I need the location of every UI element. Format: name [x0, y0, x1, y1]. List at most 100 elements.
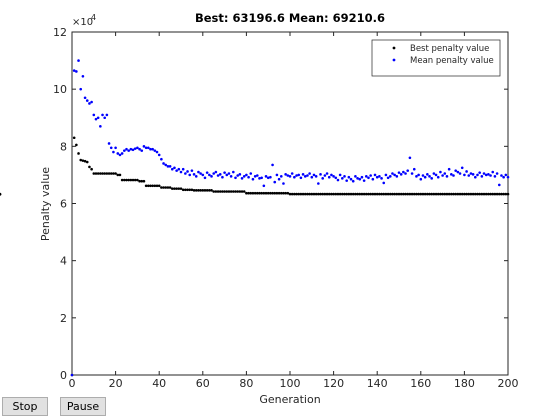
data-point: [131, 178, 135, 182]
data-point: [192, 189, 196, 192]
data-point: [487, 173, 490, 176]
data-point: [373, 192, 377, 196]
data-point: [214, 170, 218, 174]
data-point: [109, 172, 113, 175]
data-point: [504, 192, 508, 196]
data-point: [83, 96, 87, 100]
data-point: [221, 175, 224, 179]
data-point: [157, 184, 161, 188]
pause-button[interactable]: Pause: [60, 397, 106, 416]
data-point: [367, 192, 370, 196]
data-point: [500, 192, 503, 196]
data-point: [375, 192, 379, 196]
data-point: [221, 190, 224, 193]
data-point: [493, 175, 497, 178]
data-point: [85, 160, 89, 164]
data-point: [138, 179, 141, 183]
data-point: [170, 167, 174, 171]
x-tick-label: 180: [454, 377, 475, 390]
data-point: [153, 149, 157, 152]
data-point: [188, 188, 192, 192]
data-point: [275, 191, 279, 195]
data-point: [227, 190, 231, 193]
data-point: [384, 173, 388, 177]
data-point: [362, 192, 366, 196]
data-point: [365, 175, 368, 178]
data-point: [349, 192, 353, 196]
data-point: [229, 190, 233, 193]
data-point: [299, 176, 303, 180]
data-point: [210, 175, 213, 178]
data-point: [460, 192, 464, 196]
data-point: [450, 173, 453, 176]
data-point: [445, 175, 449, 178]
data-point: [343, 192, 346, 196]
data-point: [436, 192, 440, 196]
y-tick-label: 4: [60, 255, 67, 268]
y-scale-base: ×10: [72, 17, 93, 28]
data-point: [149, 184, 152, 188]
data-point: [120, 178, 124, 182]
data-point: [334, 192, 338, 196]
data-point: [399, 173, 403, 176]
data-point: [210, 189, 213, 192]
data-point: [123, 149, 126, 152]
data-point: [445, 192, 449, 196]
data-point: [317, 182, 320, 185]
data-point: [382, 181, 386, 185]
data-point: [460, 166, 464, 170]
data-point: [314, 192, 318, 196]
data-point: [70, 373, 74, 377]
data-point: [166, 165, 170, 168]
data-point: [114, 172, 117, 175]
data-point: [430, 177, 434, 180]
data-point: [478, 171, 481, 174]
data-point: [465, 170, 468, 173]
data-point: [194, 189, 198, 192]
data-point: [271, 163, 274, 167]
data-point: [147, 146, 150, 150]
data-point: [323, 174, 327, 177]
data-point: [356, 192, 359, 196]
data-point: [218, 190, 222, 193]
legend-label: Best penalty value: [410, 44, 489, 54]
data-point: [160, 186, 163, 189]
data-point: [234, 176, 237, 180]
data-point: [421, 174, 425, 177]
data-point: [432, 172, 436, 175]
x-tick-label: 0: [69, 377, 76, 390]
data-point: [83, 159, 87, 163]
data-point: [380, 192, 383, 196]
data-point: [147, 184, 150, 188]
data-point: [454, 169, 457, 172]
data-point: [410, 172, 414, 175]
data-point: [101, 113, 104, 117]
data-point: [208, 189, 211, 192]
data-point: [101, 172, 104, 175]
data-point: [317, 192, 320, 196]
y-tick-label: 2: [60, 312, 67, 325]
data-point: [277, 177, 281, 181]
data-point: [201, 189, 205, 192]
data-point: [177, 187, 181, 190]
data-point: [133, 178, 137, 182]
data-point: [369, 192, 372, 196]
data-point: [114, 146, 117, 150]
data-point: [264, 175, 268, 178]
data-point: [369, 174, 372, 177]
data-point: [234, 190, 237, 193]
data-point: [77, 59, 80, 62]
legend-marker: [392, 58, 396, 62]
y-axis-label: Penalty value: [39, 167, 52, 241]
data-point: [417, 173, 420, 177]
data-point: [168, 186, 172, 189]
data-point: [107, 172, 111, 175]
chart-title: Best: 63196.6 Mean: 69210.6: [195, 11, 385, 25]
data-point: [129, 147, 133, 151]
data-point: [173, 166, 176, 170]
data-point: [186, 188, 189, 192]
data-point: [332, 175, 335, 178]
data-point: [205, 171, 209, 174]
stop-button[interactable]: Stop: [2, 397, 48, 416]
data-point: [452, 174, 455, 177]
